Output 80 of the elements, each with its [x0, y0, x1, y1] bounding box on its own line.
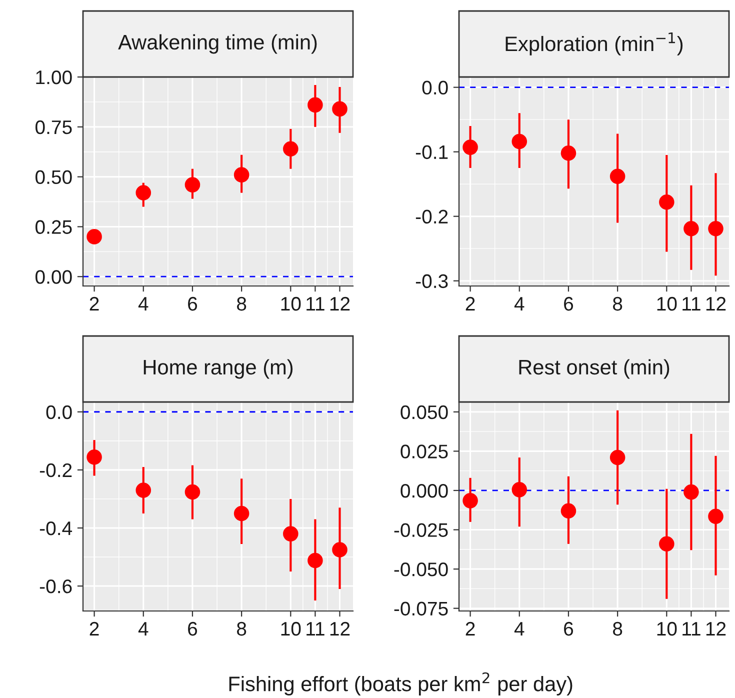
x-tick-label: 10: [657, 296, 677, 311]
x-tick-label: 11: [306, 297, 324, 311]
y-tick-label: 0.025: [400, 444, 448, 458]
point: [283, 141, 298, 156]
point: [560, 503, 576, 519]
x-tick-label: 6: [188, 622, 198, 636]
y-tick-label: -0.025: [394, 523, 448, 537]
point: [86, 450, 102, 465]
point: [708, 508, 724, 524]
y-tick-label: 1.00: [36, 70, 72, 84]
x-tick-label: 4: [138, 297, 148, 311]
point: [610, 168, 626, 184]
point: [234, 167, 250, 182]
point: [610, 450, 626, 466]
y-tick-label: 0.50: [36, 170, 72, 184]
x-tick-label: 12: [706, 622, 726, 636]
x-tick-label: 8: [613, 622, 622, 636]
point: [184, 484, 200, 500]
point: [332, 542, 348, 558]
point: [684, 484, 699, 500]
point: [136, 185, 152, 200]
x-tick-label: 8: [613, 296, 622, 311]
point: [512, 134, 528, 150]
point: [462, 140, 478, 155]
y-tick-label: -0.6: [40, 580, 72, 594]
y-tick-label: 0.00: [36, 270, 72, 284]
chart-title: Rest onset (min): [519, 359, 670, 379]
x-tick-label: 12: [330, 622, 350, 636]
x-tick-label: 2: [90, 622, 99, 636]
point: [308, 97, 323, 113]
y-tick-label: 0.050: [400, 405, 448, 420]
y-tick-label: -0.2: [40, 463, 72, 478]
point: [136, 482, 152, 498]
x-tick-label: 10: [281, 296, 301, 311]
y-tick-label: -0.2: [416, 210, 448, 224]
y-tick-label: -0.050: [394, 562, 448, 576]
x-tick-label: 2: [466, 622, 475, 636]
x-tick-label: 8: [237, 622, 246, 636]
chart-title: Awakening time (min): [118, 34, 317, 54]
point: [659, 194, 674, 210]
x-tick-label: 12: [330, 296, 350, 311]
y-tick-label: 0.75: [36, 120, 72, 134]
point: [684, 220, 699, 236]
point: [234, 506, 250, 522]
y-tick-label: 0.25: [36, 220, 72, 234]
x-tick-label: 8: [237, 296, 246, 311]
point: [708, 220, 724, 236]
y-tick-label: -0.3: [416, 274, 448, 288]
x-tick-label: 12: [706, 296, 726, 311]
x-tick-label: 11: [306, 622, 324, 636]
x-tick-label: 2: [90, 296, 99, 311]
x-tick-label: 6: [188, 296, 198, 311]
point: [332, 101, 348, 117]
y-tick-label: -0.075: [394, 602, 448, 616]
x-axis-title: Fishing effort (boats per km$^{2}$ per day): [229, 672, 572, 696]
x-tick-label: 11: [682, 297, 700, 311]
x-tick-label: 11: [682, 622, 700, 636]
y-tick-label: -0.1: [416, 145, 448, 160]
point: [560, 145, 576, 161]
x-tick-label: 6: [564, 622, 574, 636]
point: [184, 177, 200, 192]
x-tick-label: 10: [281, 622, 301, 636]
y-tick-label: -0.4: [40, 521, 72, 536]
x-tick-label: 4: [514, 297, 524, 311]
y-tick-label: 0.0: [46, 405, 72, 420]
y-tick-label: 0.0: [422, 80, 448, 95]
chart-title: Home range (m): [144, 359, 293, 379]
x-tick-label: 4: [138, 622, 148, 636]
x-tick-label: 4: [514, 622, 524, 636]
y-tick-label: 0.000: [400, 484, 448, 498]
point: [462, 493, 478, 508]
chart-title: Exploration (min$^{−1}$): [506, 32, 683, 56]
point: [283, 526, 298, 542]
point: [512, 482, 528, 498]
x-tick-label: 10: [657, 622, 677, 636]
x-tick-label: 6: [564, 296, 574, 311]
point: [308, 552, 323, 568]
x-tick-label: 2: [466, 296, 475, 311]
point: [86, 229, 102, 244]
point: [659, 536, 674, 552]
